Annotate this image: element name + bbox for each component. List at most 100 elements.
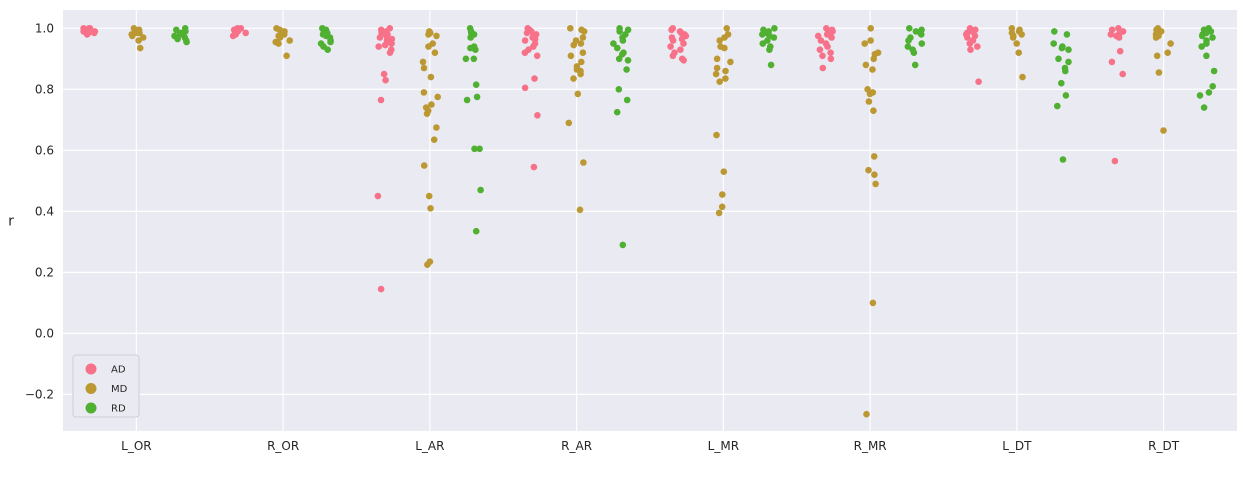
data-point-md xyxy=(720,168,728,175)
data-point-md xyxy=(578,58,585,66)
legend-label-md: MD xyxy=(111,384,128,395)
data-point-rd xyxy=(904,43,912,50)
data-point-rd xyxy=(619,241,627,249)
data-point-rd xyxy=(767,61,775,69)
y-tick-label: 0.0 xyxy=(35,326,54,340)
data-point-ad xyxy=(669,52,677,60)
data-point-rd xyxy=(173,26,180,34)
data-point-md xyxy=(722,67,729,75)
data-point-md xyxy=(1153,52,1161,60)
data-point-rd xyxy=(477,186,484,194)
data-point-md xyxy=(574,90,582,98)
data-point-rd xyxy=(911,61,919,69)
data-point-md xyxy=(286,37,294,44)
data-point-ad xyxy=(967,46,974,53)
data-point-rd xyxy=(467,34,474,41)
data-point-md xyxy=(576,206,584,214)
data-point-rd xyxy=(472,46,479,53)
data-point-md xyxy=(427,73,435,81)
data-point-md xyxy=(865,98,873,105)
data-point-rd xyxy=(610,40,617,47)
data-point-ad xyxy=(816,46,824,53)
data-point-rd xyxy=(327,38,334,46)
data-point-md xyxy=(715,209,723,217)
data-point-md xyxy=(871,171,878,178)
x-tick-label: L_AR xyxy=(415,439,444,453)
data-point-md xyxy=(1152,34,1160,41)
x-tick-label: R_AR xyxy=(561,439,592,453)
legend-box xyxy=(72,354,140,418)
data-point-md xyxy=(425,43,432,50)
data-point-rd xyxy=(619,37,627,44)
data-point-md xyxy=(1009,34,1017,41)
data-point-rd xyxy=(1200,104,1208,111)
data-point-ad xyxy=(1108,58,1116,66)
data-point-ad xyxy=(964,34,971,41)
data-point-md xyxy=(425,31,432,38)
data-point-ad xyxy=(974,43,981,50)
data-point-rd xyxy=(770,34,778,41)
data-point-md xyxy=(1155,69,1163,76)
data-point-md xyxy=(863,410,870,418)
data-point-rd xyxy=(476,145,483,153)
plot-background xyxy=(63,10,1237,431)
legend-label-rd: RD xyxy=(111,404,126,415)
data-point-md xyxy=(1167,40,1174,47)
data-point-rd xyxy=(1209,34,1216,41)
y-axis-label: r xyxy=(8,214,14,230)
data-point-md xyxy=(283,52,290,60)
data-point-md xyxy=(275,40,282,47)
data-point-rd xyxy=(615,86,623,93)
data-point-rd xyxy=(623,96,631,104)
legend-marker-rd xyxy=(85,402,97,414)
data-point-md xyxy=(719,191,726,198)
data-point-rd xyxy=(1059,156,1067,163)
data-point-ad xyxy=(667,43,674,50)
data-point-md xyxy=(869,66,876,73)
data-point-ad xyxy=(1116,47,1124,55)
x-tick-label: R_OR xyxy=(267,439,299,453)
y-tick-label: 1.0 xyxy=(35,21,54,35)
data-point-md xyxy=(718,203,726,211)
data-point-rd xyxy=(1062,67,1069,75)
data-point-ad xyxy=(819,64,827,72)
data-point-ad xyxy=(388,40,395,47)
data-point-ad xyxy=(668,26,675,34)
data-point-rd xyxy=(1055,55,1062,63)
data-point-ad xyxy=(377,96,385,104)
data-point-md xyxy=(135,37,142,44)
data-point-rd xyxy=(1205,89,1213,96)
data-point-md xyxy=(420,64,428,72)
data-point-ad xyxy=(377,285,385,293)
data-point-md xyxy=(713,131,720,139)
data-point-md xyxy=(723,25,730,32)
data-point-ad xyxy=(827,55,835,63)
data-point-ad xyxy=(677,46,684,53)
data-point-md xyxy=(425,192,433,200)
legend-marker-ad xyxy=(85,363,97,375)
data-point-md xyxy=(433,124,440,131)
data-point-ad xyxy=(376,34,384,41)
data-point-md xyxy=(428,101,435,108)
data-point-md xyxy=(434,93,442,101)
data-point-md xyxy=(567,25,574,32)
data-point-md xyxy=(570,41,577,49)
data-point-rd xyxy=(615,55,623,63)
data-point-rd xyxy=(1203,40,1210,47)
data-point-rd xyxy=(1065,58,1072,66)
data-point-rd xyxy=(905,37,912,44)
data-point-ad xyxy=(669,37,677,44)
data-point-md xyxy=(1019,73,1026,81)
data-point-rd xyxy=(906,25,913,32)
data-point-rd xyxy=(470,55,478,63)
data-point-rd xyxy=(183,38,190,46)
data-point-rd xyxy=(1058,79,1065,87)
data-point-rd xyxy=(462,55,470,63)
y-tick-label: 0.8 xyxy=(35,82,54,96)
data-point-ad xyxy=(828,34,835,41)
data-point-md xyxy=(577,40,585,47)
data-point-md xyxy=(570,75,577,82)
data-point-ad xyxy=(374,192,382,200)
data-point-rd xyxy=(1196,92,1204,99)
data-point-ad xyxy=(375,43,383,50)
